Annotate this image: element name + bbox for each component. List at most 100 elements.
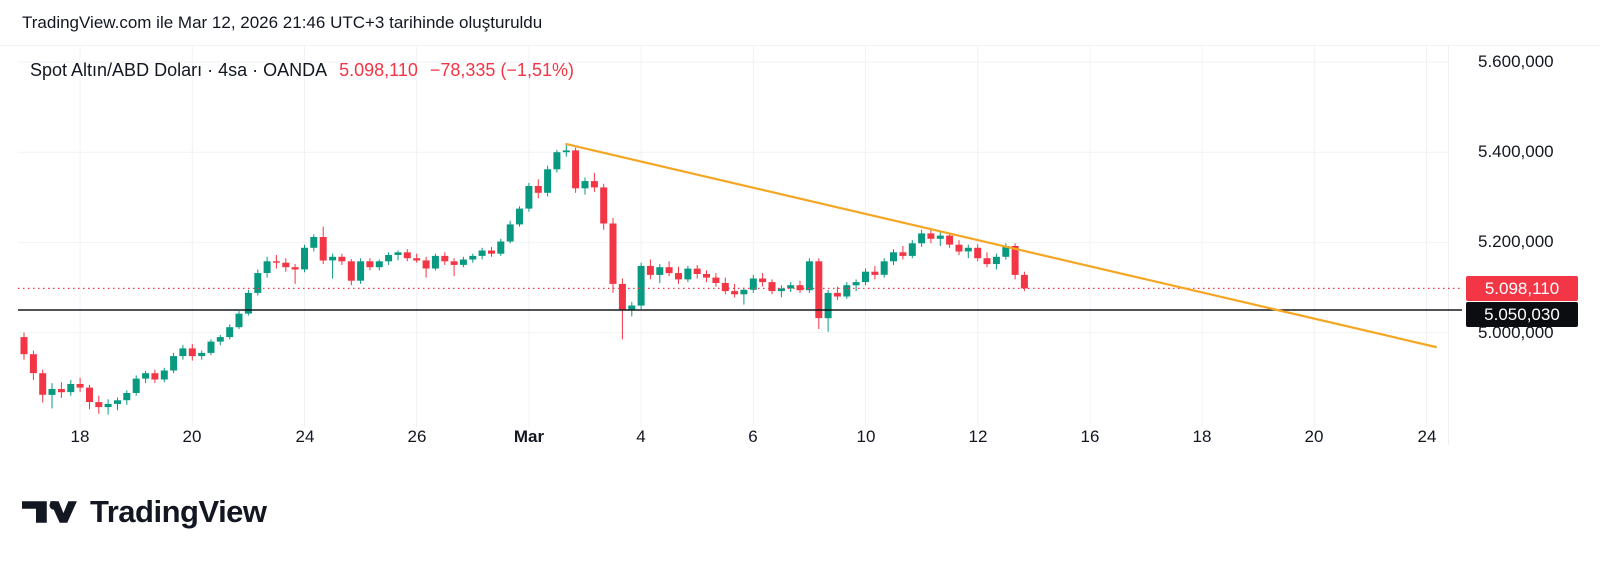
candle <box>871 271 879 275</box>
candle <box>366 261 374 268</box>
candle <box>291 267 299 270</box>
candle <box>497 241 505 254</box>
prev-close-badge: 5.050,030 <box>1466 302 1578 327</box>
candle <box>1020 274 1028 289</box>
y-axis-label: 5.200,000 <box>1478 232 1554 251</box>
candle <box>301 247 308 270</box>
candle <box>721 283 729 292</box>
y-axis-label: 5.000,000 <box>1478 323 1554 342</box>
candle <box>731 291 739 295</box>
candle <box>170 356 178 371</box>
x-axis-label: 18 <box>70 427 90 446</box>
candle <box>759 278 767 283</box>
tradingview-logo-text: TradingView <box>90 494 267 529</box>
candle <box>525 186 533 209</box>
candle <box>441 255 449 262</box>
candle <box>675 273 682 280</box>
candle <box>216 337 224 342</box>
candle <box>581 181 589 189</box>
candle <box>254 273 262 293</box>
candle <box>880 261 888 275</box>
candle <box>478 250 486 256</box>
candle <box>431 255 439 269</box>
x-axis-label: 20 <box>1304 427 1324 446</box>
candle <box>852 282 860 286</box>
trendline[interactable] <box>565 143 1437 349</box>
candle <box>815 261 823 319</box>
candle <box>833 292 841 297</box>
candle <box>983 258 991 265</box>
legend-price-change: −78,335 (−1,51%) <box>429 60 574 80</box>
candle <box>469 255 477 260</box>
candle <box>347 261 355 281</box>
candle <box>974 247 982 259</box>
candle <box>646 265 654 275</box>
candle <box>590 181 598 188</box>
candle <box>843 285 851 297</box>
candle <box>740 289 748 295</box>
x-axis-label: 4 <box>636 427 646 446</box>
candle <box>76 384 84 388</box>
candle <box>964 247 972 252</box>
candle <box>235 313 243 328</box>
candle <box>656 267 664 275</box>
candle <box>188 348 196 357</box>
candle <box>310 237 318 248</box>
candle <box>805 261 813 291</box>
candle <box>403 252 411 259</box>
tradingview-logo[interactable]: TradingView <box>22 494 267 530</box>
chart-legend: Spot Altın/ABD Doları · 4sa · OANDA 5.09… <box>30 60 574 81</box>
candle <box>684 268 692 280</box>
candle <box>57 389 65 393</box>
candle <box>1011 246 1019 275</box>
candle <box>263 261 271 273</box>
tradingview-logo-mark <box>22 500 77 523</box>
x-axis-label: 16 <box>1080 427 1100 446</box>
x-axis-label: 6 <box>748 427 758 446</box>
candle <box>207 341 215 353</box>
x-axis-label: 24 <box>295 427 315 446</box>
candle <box>890 252 897 262</box>
price-axis-separator <box>1448 45 1449 445</box>
x-axis-label: 10 <box>856 427 876 446</box>
candle <box>226 327 234 338</box>
x-axis-label: 18 <box>1192 427 1212 446</box>
candle <box>862 271 869 283</box>
candle <box>132 378 140 393</box>
candle <box>198 352 206 357</box>
candle <box>693 268 701 274</box>
candle <box>375 261 383 268</box>
candle <box>123 393 131 401</box>
candle <box>777 288 785 292</box>
candle <box>104 403 112 408</box>
candle <box>553 152 561 170</box>
candle <box>385 255 393 262</box>
candle <box>39 373 47 395</box>
candle <box>357 261 365 281</box>
plot-top-border <box>0 45 1600 46</box>
candle <box>394 252 402 255</box>
y-axis-label: 5.400,000 <box>1478 142 1554 161</box>
candle <box>703 274 710 278</box>
legend-last-price: 5.098,110 <box>339 60 418 80</box>
candle <box>506 224 514 242</box>
candle <box>142 373 150 379</box>
candle <box>918 233 926 244</box>
last-price-badge: 5.098,110 <box>1466 276 1578 301</box>
candle <box>544 169 552 193</box>
y-axis-label: 5.600,000 <box>1478 52 1554 71</box>
candle <box>151 373 159 380</box>
candle <box>329 256 337 261</box>
candle <box>160 370 168 380</box>
candle <box>282 262 290 268</box>
candle <box>936 235 944 239</box>
candle <box>955 244 963 252</box>
candle <box>67 384 75 393</box>
x-axis-label: 26 <box>407 427 427 446</box>
candle <box>908 243 916 256</box>
x-axis-label: 20 <box>182 427 202 446</box>
candle <box>946 235 954 245</box>
candle <box>534 186 542 193</box>
